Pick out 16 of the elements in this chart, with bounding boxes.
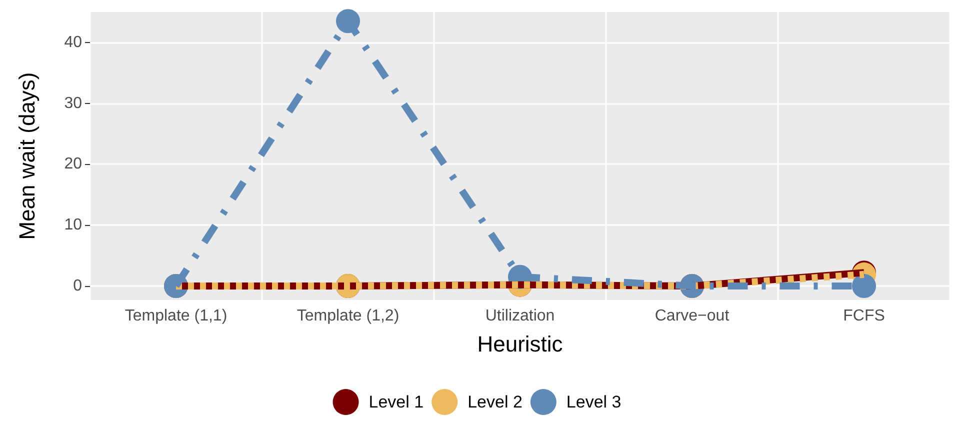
x-tick-label: Template (1,2) — [296, 308, 400, 324]
x-tick-label: Template (1,1) — [124, 308, 228, 324]
y-tick-label: 30 — [64, 94, 82, 112]
x-axis-title: Heuristic — [477, 332, 563, 356]
y-tick-label: 10 — [64, 216, 82, 234]
y-axis-title: Mean wait (days) — [14, 72, 40, 240]
legend-label: Level 1 — [368, 392, 424, 412]
x-tick-label: Utilization — [485, 308, 555, 324]
legend-label: Level 3 — [566, 392, 622, 412]
y-tick-label: 0 — [73, 277, 82, 294]
legend-label: Level 2 — [468, 392, 522, 412]
x-tick-label: FCFS — [843, 308, 885, 324]
y-tick-label: 40 — [64, 34, 82, 51]
y-tick-label: 20 — [64, 156, 82, 173]
point — [852, 274, 876, 298]
x-tick-label: Carve−out — [654, 308, 730, 324]
